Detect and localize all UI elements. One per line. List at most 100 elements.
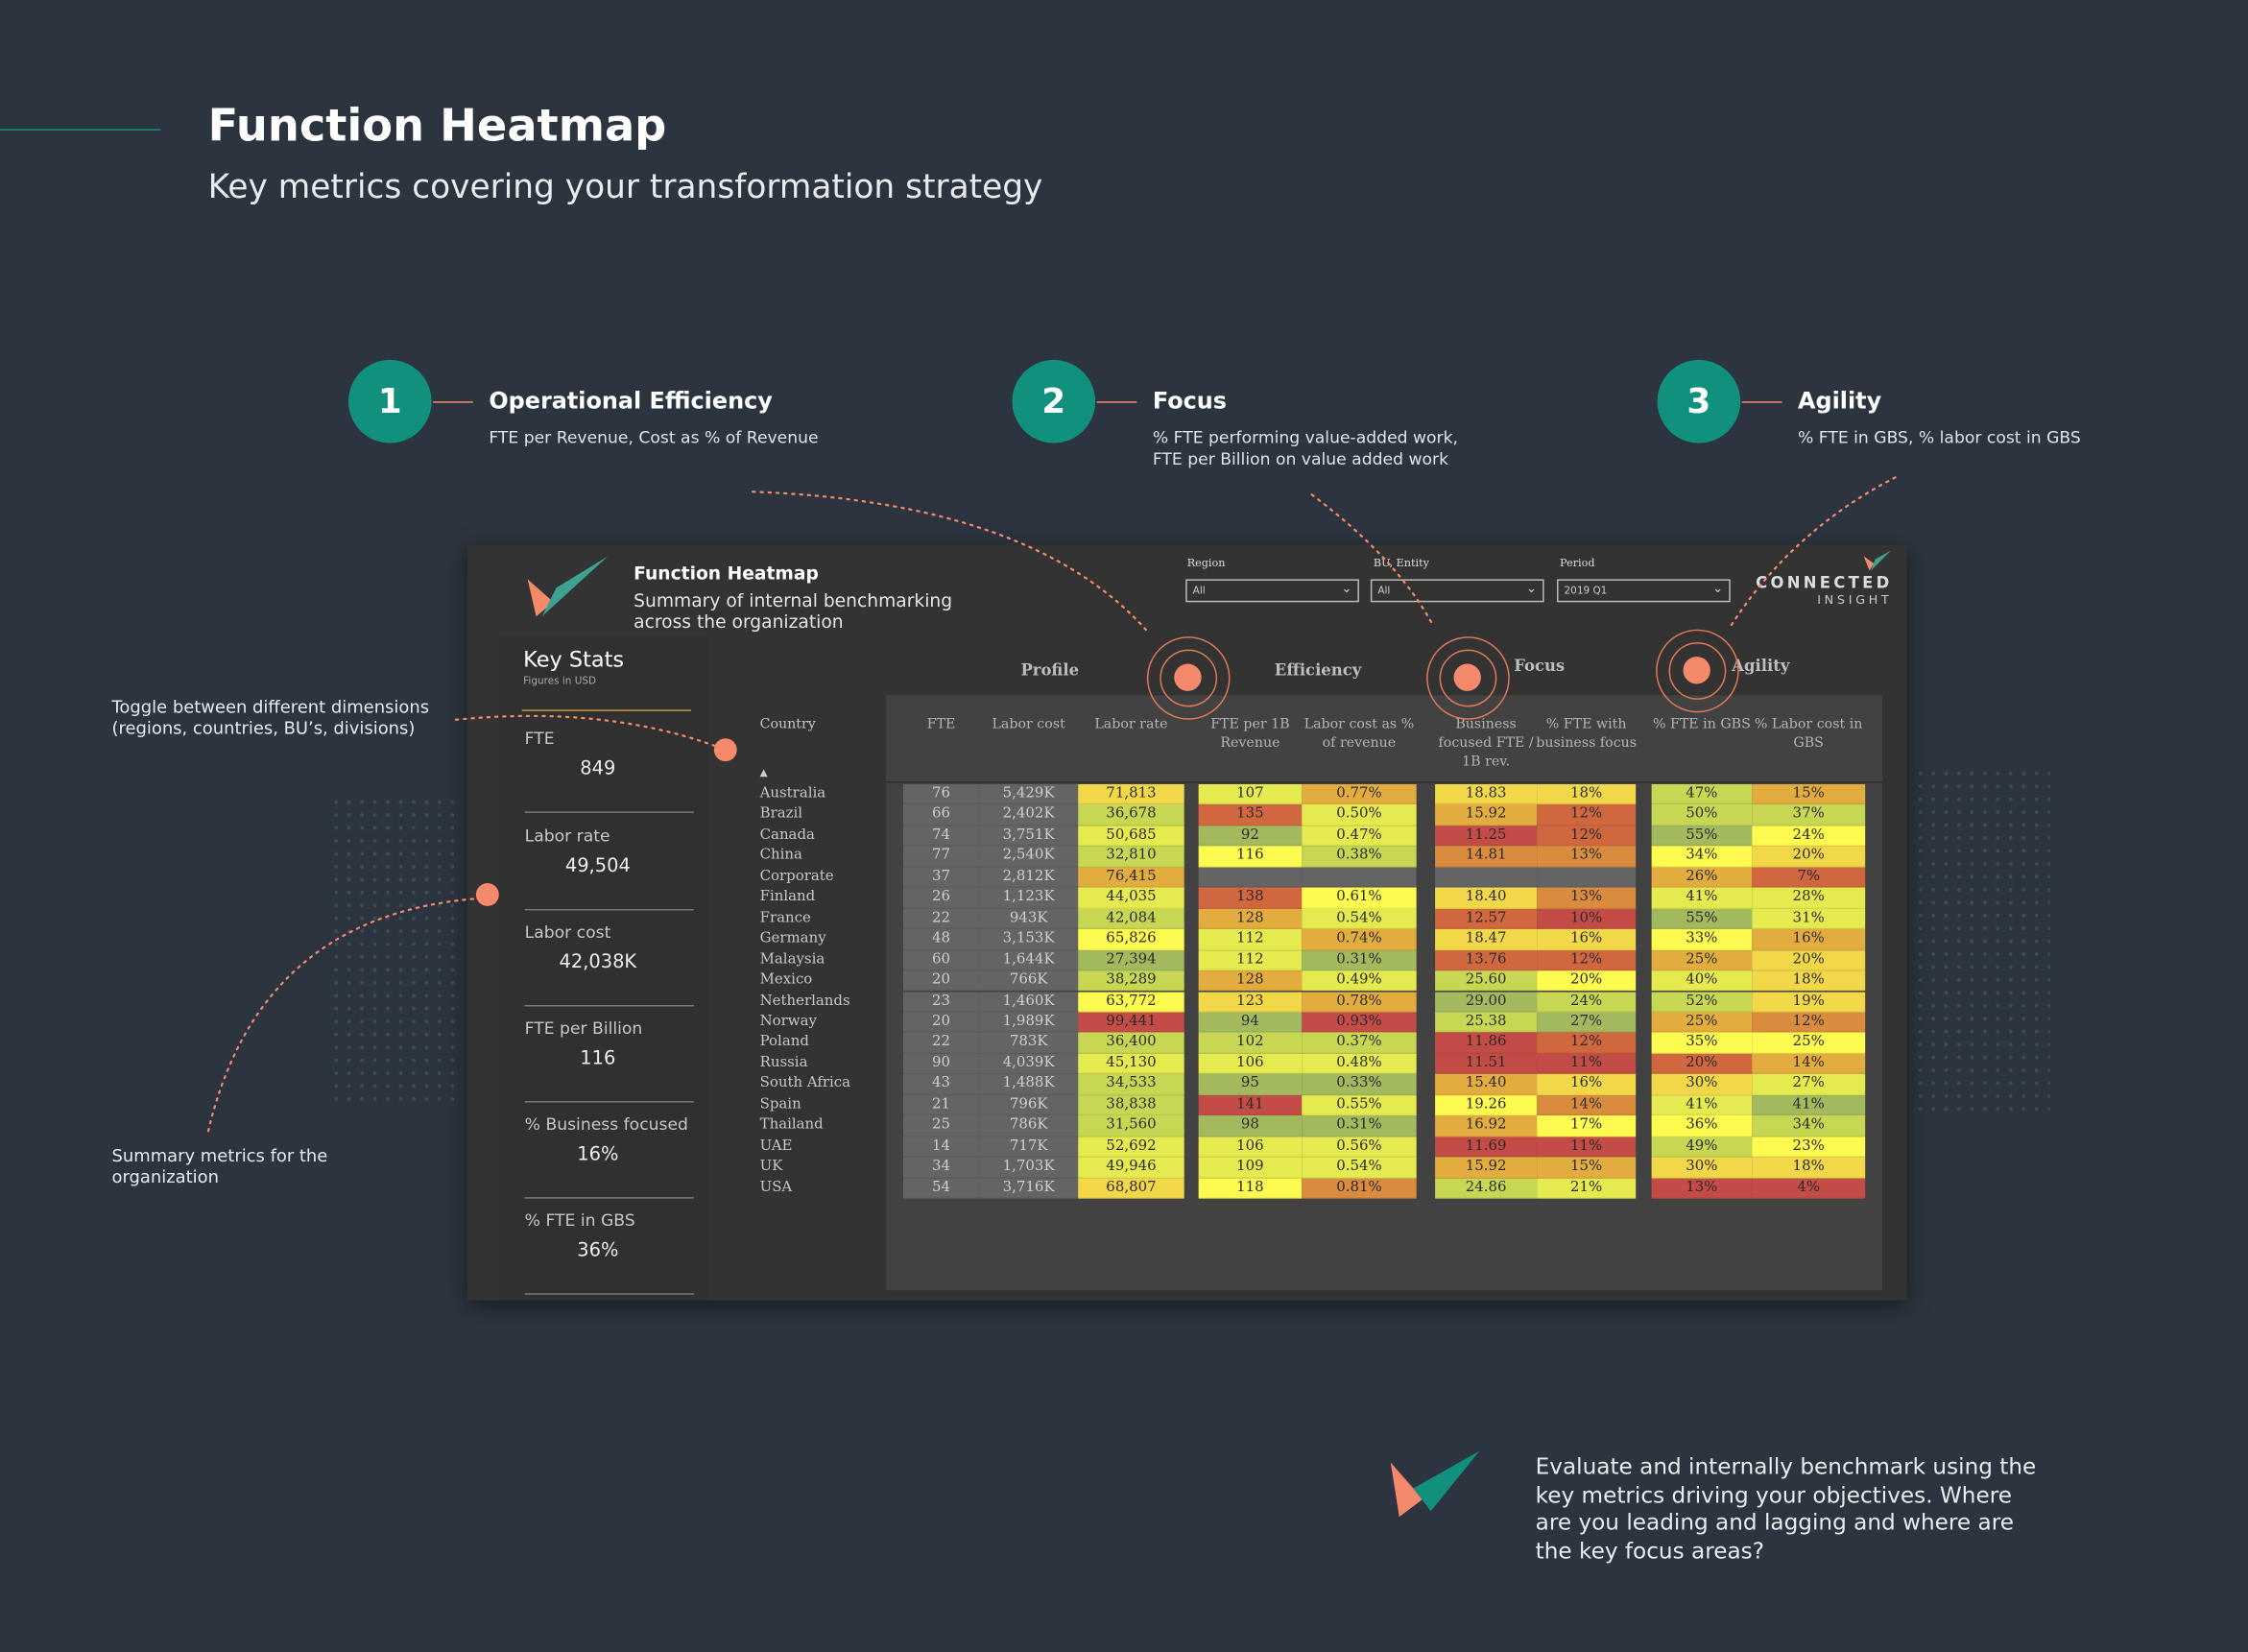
column-header[interactable]: Labor rate [1094, 716, 1168, 733]
country-label[interactable]: China [759, 848, 802, 864]
country-label[interactable]: Mexico [759, 971, 813, 989]
column-header[interactable]: % Labor cost in GBS [1754, 716, 1863, 752]
efficiency-target-marker [1146, 636, 1231, 720]
table-cell: 16% [1752, 929, 1866, 950]
country-label[interactable]: Netherlands [759, 993, 850, 1009]
key-stat-value: 849 [580, 758, 616, 780]
table-cell: 14% [1752, 1053, 1866, 1075]
table-cell: 22 [902, 908, 980, 930]
table-cell: 135 [1198, 804, 1303, 826]
table-cell: 12% [1537, 826, 1637, 847]
table-cell: 55% [1651, 908, 1753, 930]
country-label[interactable]: Corporate [759, 868, 834, 885]
table-cell [1302, 867, 1417, 888]
table-cell: 55% [1651, 826, 1753, 847]
country-label[interactable]: Malaysia [759, 951, 825, 968]
table-cell: 4,039K [979, 1053, 1079, 1075]
table-cell: 63,772 [1078, 991, 1184, 1013]
country-label[interactable]: France [759, 909, 811, 926]
table-cell: 4% [1752, 1178, 1866, 1199]
table-cell: 41% [1651, 1094, 1753, 1116]
table-cell: 112 [1198, 929, 1303, 950]
table-cell: 0.38% [1302, 846, 1417, 868]
table-cell: 13% [1537, 887, 1637, 909]
summary-marker [475, 883, 499, 906]
table-cell: 2,402K [979, 804, 1079, 826]
table-cell: 13% [1651, 1178, 1753, 1199]
country-label[interactable]: South Africa [759, 1075, 851, 1092]
table-cell: 35% [1651, 1032, 1753, 1054]
table-cell: 3,153K [979, 929, 1079, 950]
evaluate-note: Evaluate and internally benchmark using … [1536, 1454, 2037, 1567]
table-cell: 29.00 [1435, 991, 1538, 1013]
table-cell: 0.49% [1302, 970, 1417, 992]
country-column-header[interactable]: Country [759, 716, 816, 733]
table-cell: 107 [1198, 783, 1303, 805]
step-1-title: Operational Efficiency [489, 387, 773, 415]
country-label[interactable]: Finland [759, 889, 816, 905]
country-label[interactable]: Brazil [759, 806, 803, 823]
connector-focus [1310, 493, 1435, 628]
table-cell: 25% [1752, 1032, 1866, 1054]
column-header[interactable]: FTE per 1B Revenue [1210, 716, 1290, 752]
key-stat-value: 42,038K [559, 951, 637, 974]
column-header[interactable]: FTE [926, 716, 956, 733]
key-stat-value: 116 [580, 1047, 616, 1070]
table-cell: 12% [1752, 1012, 1866, 1033]
table-cell: 2,812K [979, 867, 1079, 888]
table-cell: 49,946 [1078, 1157, 1184, 1179]
column-header[interactable]: % FTE with business focus [1536, 716, 1638, 752]
country-label[interactable]: USA [759, 1179, 793, 1195]
subtitle-line: across the organization [634, 611, 844, 633]
table-cell: 65,826 [1078, 929, 1184, 950]
table-cell: 106 [1198, 1136, 1303, 1158]
table-cell: 52% [1651, 991, 1753, 1013]
table-cell: 1,703K [979, 1157, 1079, 1179]
table-cell: 118 [1198, 1178, 1303, 1199]
table-cell: 60 [902, 949, 980, 971]
country-label[interactable]: Canada [759, 826, 815, 844]
table-cell: 26% [1651, 867, 1753, 888]
table-cell: 71,813 [1078, 783, 1184, 805]
table-cell: 34 [902, 1157, 980, 1179]
step-2-desc: % FTE performing value-added work, FTE pe… [1153, 427, 1458, 470]
country-label[interactable]: Russia [759, 1055, 808, 1071]
chevron-down-icon: ⌄ [1341, 582, 1352, 597]
country-label[interactable]: Germany [759, 930, 826, 946]
table-cell: 41% [1752, 1094, 1866, 1116]
country-label[interactable]: UK [759, 1158, 783, 1175]
table-cell: 94 [1198, 1012, 1303, 1033]
country-label[interactable]: Thailand [759, 1116, 824, 1134]
table-cell: 30% [1651, 1157, 1753, 1179]
table-cell: 15% [1537, 1157, 1637, 1179]
note-line: Summary metrics for the [111, 1145, 328, 1166]
key-stat-label: % FTE in GBS [524, 1209, 635, 1231]
period-filter-dropdown[interactable]: 2019 Q1 ⌄ [1557, 579, 1731, 603]
brand-tagline: INSIGHT [1817, 593, 1893, 609]
country-label[interactable]: UAE [759, 1137, 793, 1154]
table-cell: 17% [1537, 1115, 1637, 1137]
table-cell: 20% [1651, 1053, 1753, 1075]
key-stat-value: 49,504 [564, 855, 631, 878]
table-cell: 1,123K [979, 887, 1079, 909]
table-cell: 1,989K [979, 1012, 1079, 1033]
table-cell: 34% [1752, 1115, 1866, 1137]
sort-ascending-icon[interactable]: ▲ [759, 767, 768, 779]
column-header[interactable]: Business focused FTE / 1B rev. [1438, 716, 1534, 771]
region-filter-dropdown[interactable]: All ⌄ [1185, 579, 1359, 603]
table-cell: 48 [902, 929, 980, 950]
column-header[interactable]: Labor cost [992, 716, 1065, 733]
connector-efficiency [752, 491, 1149, 633]
table-cell: 34,533 [1078, 1074, 1184, 1095]
table-cell: 74 [902, 826, 980, 847]
table-cell: 13% [1537, 846, 1637, 868]
table-cell: 2,540K [979, 846, 1079, 868]
country-label[interactable]: Spain [759, 1096, 801, 1113]
country-label[interactable]: Poland [759, 1034, 809, 1050]
country-label[interactable]: Australia [759, 785, 826, 802]
bu-entity-filter-dropdown[interactable]: All ⌄ [1370, 579, 1544, 603]
country-label[interactable]: Norway [759, 1013, 817, 1030]
column-header[interactable]: % FTE in GBS [1652, 716, 1751, 733]
column-header[interactable]: Labor cost as % of revenue [1303, 716, 1415, 752]
table-cell: 0.78% [1302, 991, 1417, 1013]
